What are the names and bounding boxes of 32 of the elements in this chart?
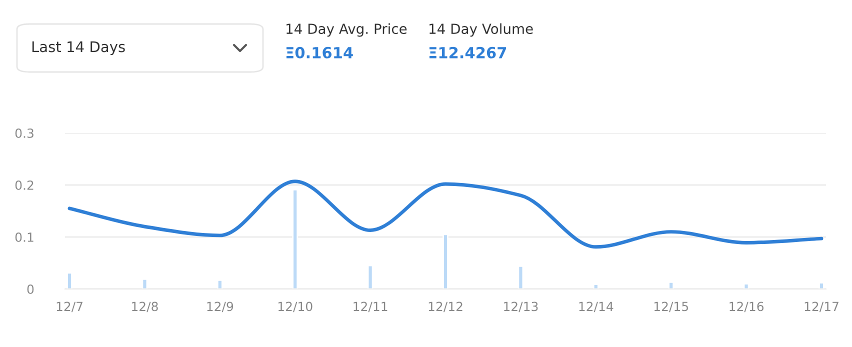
- x-tick-label: 12/8: [132, 302, 158, 312]
- x-tick-label: 12/11: [354, 302, 388, 312]
- bar: [442, 234, 448, 289]
- text: Last 14 Days: [32, 41, 125, 56]
- text: 14 Day Volume: [430, 23, 533, 37]
- bar: [292, 188, 298, 289]
- bar: [142, 278, 148, 289]
- x-tick-label: 12/15: [654, 302, 688, 312]
- y-tick-label: 0.3: [15, 128, 34, 138]
- x-tick-label: 12/10: [278, 302, 312, 312]
- x-tick-label: 12/12: [428, 302, 462, 312]
- x-tick-label: 12/7: [56, 302, 82, 312]
- bar: [367, 264, 374, 289]
- text: Ξ0.1614: [286, 46, 353, 58]
- bar: [743, 283, 750, 289]
- bar: [66, 272, 72, 289]
- bar: [818, 282, 824, 289]
- x-tick-label: 12/17: [804, 302, 838, 312]
- x-tick-label: 12/14: [579, 302, 614, 312]
- x-tick-label: 12/16: [730, 302, 764, 312]
- text: 14 Day Avg. Price: [286, 23, 407, 37]
- y-tick-label: 0.2: [15, 180, 34, 190]
- line-series: [68, 180, 824, 249]
- text: Ξ12.4267: [430, 46, 506, 58]
- bar: [592, 284, 599, 289]
- x-tick-label: 12/9: [207, 302, 234, 312]
- bar: [518, 265, 524, 289]
- y-tick-label: 0: [27, 284, 34, 294]
- bar: [216, 279, 223, 289]
- bar: [668, 282, 674, 289]
- x-tick-label: 12/13: [504, 302, 538, 312]
- y-tick-label: 0.1: [15, 232, 34, 242]
